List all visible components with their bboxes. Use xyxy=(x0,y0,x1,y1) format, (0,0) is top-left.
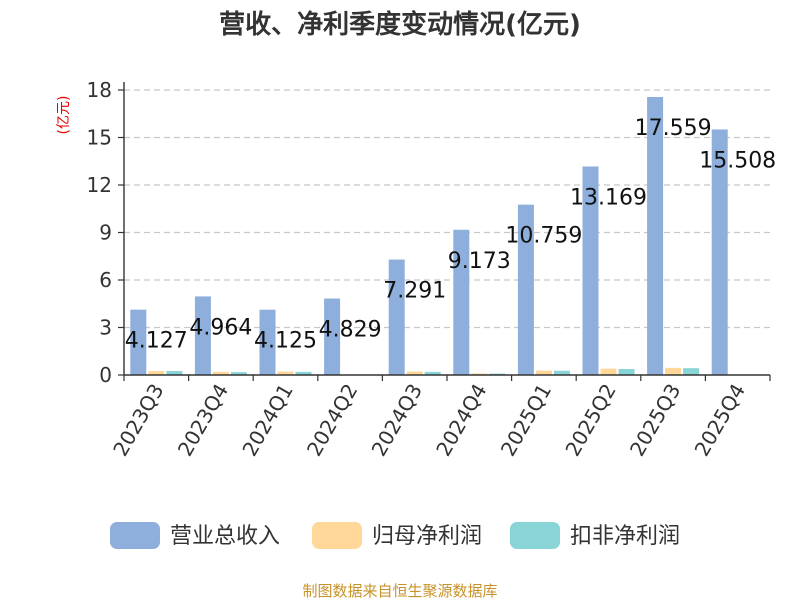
bar-2-2025Q3 xyxy=(665,367,682,375)
bar-3-2025Q1 xyxy=(553,370,570,375)
bar-3-2024Q4 xyxy=(489,373,506,375)
chart-title: 营收、净利季度变动情况(亿元) xyxy=(219,9,581,40)
data-label-2024Q2: 4.829 xyxy=(319,318,382,343)
legend-label-2: 归母净利润 xyxy=(372,524,482,549)
bars xyxy=(130,96,764,376)
legend: 营业总收入 归母净利润 扣非净利润 xyxy=(110,522,680,549)
x-tick-label-2025Q3: 2025Q3 xyxy=(625,380,685,461)
y-tick-label-15: 15 xyxy=(87,126,112,150)
y-tick-label-6: 6 xyxy=(99,268,112,292)
grid-lines xyxy=(124,89,770,329)
x-tick-label-2024Q4: 2024Q4 xyxy=(431,380,491,461)
legend-label-1: 营业总收入 xyxy=(170,524,280,549)
bar-2-2023Q4 xyxy=(212,371,229,375)
x-tick-label-2025Q2: 2025Q2 xyxy=(560,380,620,461)
legend-swatch-1 xyxy=(110,522,160,549)
bar-3-2025Q2 xyxy=(618,368,635,375)
bar-1-2025Q4 xyxy=(711,129,728,375)
data-label-2025Q1: 10.759 xyxy=(505,224,582,249)
bar-3-2023Q3 xyxy=(166,371,183,375)
y-tick-label-3: 3 xyxy=(99,316,112,340)
data-label-2025Q4: 15.508 xyxy=(699,148,776,173)
data-label-2023Q3: 4.127 xyxy=(125,329,188,354)
data-label-2024Q3: 7.291 xyxy=(383,279,446,304)
data-label-2024Q1: 4.125 xyxy=(254,329,317,354)
bar-2-2025Q1 xyxy=(535,370,552,375)
legend-swatch-2 xyxy=(312,522,362,549)
bar-3-2024Q3 xyxy=(424,371,441,375)
data-label-2024Q4: 9.173 xyxy=(448,249,511,274)
bar-3-2023Q4 xyxy=(230,372,247,375)
y-tick-label-0: 0 xyxy=(99,363,112,387)
bar-1-2024Q1 xyxy=(259,309,276,375)
x-tick-label-2025Q1: 2025Q1 xyxy=(496,380,556,461)
legend-swatch-3 xyxy=(510,522,560,549)
bar-1-2025Q3 xyxy=(647,96,664,376)
bar-3-2025Q3 xyxy=(683,368,700,375)
bar-3-2024Q1 xyxy=(295,371,312,375)
x-tick-label-2024Q3: 2024Q3 xyxy=(367,380,427,461)
bar-1-2023Q4 xyxy=(194,296,211,375)
y-tick-label-12: 12 xyxy=(87,173,112,197)
bar-2-2025Q2 xyxy=(600,368,617,375)
bar-1-2023Q3 xyxy=(130,309,147,375)
x-tick-label-2024Q2: 2024Q2 xyxy=(302,380,362,461)
bar-1-2025Q1 xyxy=(517,204,534,375)
y-axis-label: (亿元) xyxy=(56,96,72,135)
x-tick-label-2025Q4: 2025Q4 xyxy=(690,380,750,461)
source-note: 制图数据来自恒生聚源数据库 xyxy=(302,582,497,600)
data-label-2025Q2: 13.169 xyxy=(570,185,647,210)
bar-2-2024Q3 xyxy=(406,371,423,375)
bar-1-2024Q3 xyxy=(388,259,405,375)
data-label-2023Q4: 4.964 xyxy=(189,315,252,340)
bar-1-2024Q2 xyxy=(324,298,341,375)
bar-2-2024Q1 xyxy=(277,371,294,375)
bar-1-2025Q2 xyxy=(582,166,599,375)
x-tick-label-2023Q3: 2023Q3 xyxy=(108,380,168,461)
bar-1-2024Q4 xyxy=(453,229,470,375)
bar-2-2024Q4 xyxy=(471,373,488,375)
data-label-2025Q3: 17.559 xyxy=(635,116,712,141)
legend-label-3: 扣非净利润 xyxy=(570,524,680,549)
y-tick-label-18: 18 xyxy=(87,78,112,102)
y-tick-label-9: 9 xyxy=(99,221,112,245)
x-tick-label-2024Q1: 2024Q1 xyxy=(237,380,297,461)
bar-2-2023Q3 xyxy=(148,371,165,375)
x-tick-label-2023Q4: 2023Q4 xyxy=(173,380,233,461)
